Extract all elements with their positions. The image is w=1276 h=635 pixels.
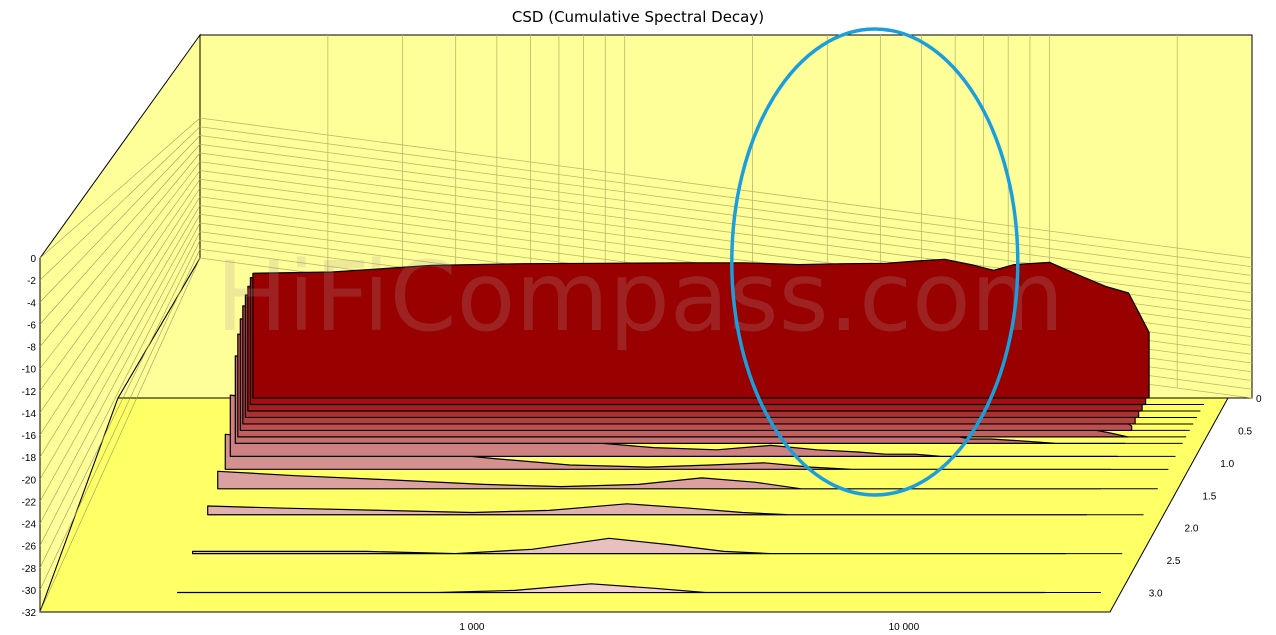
z-tick-label: 0.5 (1238, 426, 1252, 437)
highlight-ellipse (730, 27, 1020, 497)
decay-slices (176, 258, 1208, 594)
y-tick-label: 0 (30, 254, 36, 265)
db-gridline (199, 143, 1253, 285)
side-gridline (39, 152, 201, 347)
side-gridline (39, 231, 201, 546)
z-tick-label: 1.5 (1202, 491, 1216, 502)
decay-slice (192, 537, 1066, 555)
decay-slice (176, 583, 1046, 594)
y-tick-label: -16 (22, 431, 37, 442)
z-tick-label: 2.5 (1167, 556, 1181, 567)
y-tick-label: -24 (22, 520, 37, 531)
side-gridline (39, 196, 201, 458)
side-gridline (39, 187, 201, 436)
y-tick-label: -12 (22, 387, 37, 398)
side-gridline (39, 214, 201, 502)
side-gridline (39, 170, 201, 391)
side-gridline (39, 240, 201, 568)
watermark-text: HiFiCompass.com (216, 241, 1064, 353)
decay-slice (252, 258, 1150, 399)
side-gridline (39, 257, 201, 613)
y-tick-label: -10 (22, 365, 37, 376)
side-gridline (39, 144, 201, 325)
db-gridline (199, 135, 1253, 276)
side-gridline (39, 135, 201, 303)
y-tick-label: -30 (22, 586, 37, 597)
side-gridline (39, 222, 201, 524)
y-tick-label: -26 (22, 542, 37, 553)
z-tick-label: 3.0 (1149, 589, 1163, 600)
side-gridline (39, 249, 201, 591)
db-gridline (199, 126, 1253, 268)
side-gridline (39, 179, 201, 414)
z-tick-label: 0 (1256, 394, 1262, 405)
decay-slice (207, 503, 1087, 516)
y-tick-label: -2 (27, 276, 36, 287)
side-gridline (39, 126, 201, 281)
y-tick-label: -20 (22, 475, 37, 486)
side-gridline (39, 161, 201, 369)
y-tick-label: -32 (22, 608, 37, 619)
axis-tick-labels: 0 -2 -4 -6 -8 -10 -12 -14 -16 -18 -20 -22 -24 -26 -28 -… (22, 254, 1262, 633)
y-tick-label: -4 (27, 298, 36, 309)
decay-slice (217, 470, 1101, 490)
y-tick-label: -22 (22, 497, 37, 508)
y-tick-label: -14 (22, 409, 37, 420)
y-tick-label: -6 (27, 320, 36, 331)
db-gridline (199, 117, 1253, 259)
y-tick-label: -8 (27, 343, 36, 354)
z-tick-label: 1.0 (1220, 459, 1234, 470)
db-gridline (199, 152, 1253, 294)
x-tick-label: 1 000 (459, 622, 484, 633)
x-tick-label: 10 000 (889, 622, 920, 633)
z-tick-label: 2.0 (1184, 524, 1198, 535)
y-tick-label: -28 (22, 564, 37, 575)
plot-overlay: HiFiCompass.com (216, 27, 1064, 497)
side-gridline (39, 205, 201, 480)
y-tick-label: -18 (22, 453, 37, 464)
side-gridline (39, 117, 201, 259)
chart-title: CSD (Cumulative Spectral Decay) (511, 8, 765, 26)
